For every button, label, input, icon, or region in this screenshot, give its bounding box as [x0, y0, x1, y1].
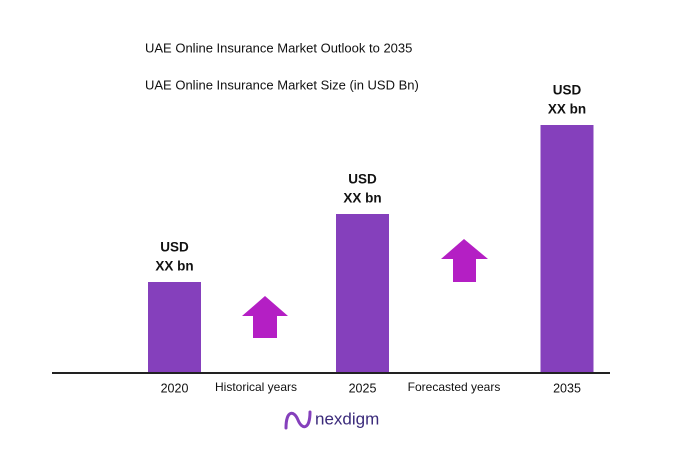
x-tick-label: 2020 — [161, 381, 189, 395]
x-tick-label: 2025 — [349, 381, 377, 395]
x-tick-label: 2035 — [553, 381, 581, 395]
data-label: USD — [348, 172, 377, 187]
annotation: Forecasted years — [408, 380, 501, 394]
growth-arrow — [242, 296, 288, 338]
data-label: XX bn — [155, 259, 193, 274]
data-label: USD — [160, 240, 189, 255]
chart-subtitle: UAE Online Insurance Market Size (in USD… — [145, 77, 419, 92]
chart-title: UAE Online Insurance Market Outlook to 2… — [145, 40, 412, 55]
bar — [540, 125, 594, 372]
logo-icon — [284, 410, 312, 430]
bar — [148, 282, 201, 372]
data-label: XX bn — [548, 102, 586, 117]
bar — [336, 214, 389, 372]
growth-arrow — [441, 239, 488, 282]
annotation: Historical years — [215, 380, 297, 394]
data-label: XX bn — [343, 191, 381, 206]
brand-logo: nexdigm — [315, 409, 379, 428]
data-label: USD — [553, 83, 582, 98]
